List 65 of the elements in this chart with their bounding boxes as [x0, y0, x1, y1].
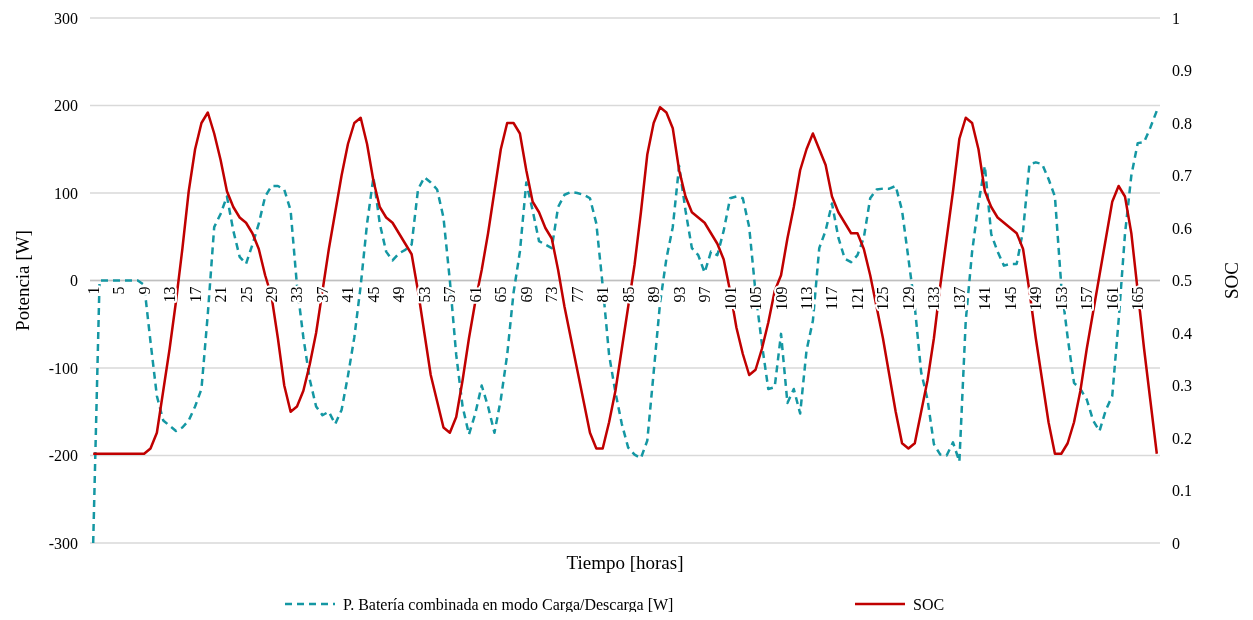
x-tick-label: 9	[135, 286, 153, 295]
x-tick-label: 153	[1052, 286, 1070, 311]
x-tick-label: 53	[415, 286, 433, 303]
y-tick-label: -200	[48, 447, 78, 464]
x-tick-label: 25	[237, 286, 255, 303]
x-tick-label: 105	[747, 286, 765, 311]
x-tick-label: 141	[976, 286, 994, 311]
x-tick-label: 157	[1078, 286, 1096, 311]
x-tick-label: 77	[568, 286, 586, 303]
x-tick-label: 145	[1001, 286, 1019, 311]
y2-tick-label: 0	[1172, 534, 1180, 552]
y2-tick-label: 0.5	[1172, 272, 1192, 289]
x-tick-label: 37	[313, 286, 331, 303]
x-tick-label: 29	[263, 286, 281, 303]
x-tick-label: 137	[950, 286, 968, 311]
y2-tick-label: 0.3	[1172, 377, 1192, 394]
x-tick-label: 101	[721, 286, 739, 311]
legend-label: P. Batería combinada en modo Carga/Descarga [W]	[343, 595, 674, 614]
y2-tick-label: 0.7	[1172, 167, 1192, 184]
x-tick-label: 1	[84, 286, 102, 295]
x-tick-label: 113	[798, 286, 816, 310]
x-axis-title: Tiempo [horas]	[566, 552, 684, 573]
x-tick-label: 61	[466, 286, 484, 303]
x-tick-label: 85	[619, 286, 637, 303]
x-tick-label: 81	[594, 286, 612, 303]
x-tick-label: 45	[364, 286, 382, 303]
x-tick-label: 129	[899, 286, 917, 311]
y2-tick-label: 0.1	[1172, 482, 1192, 499]
x-tick-label: 5	[110, 286, 128, 295]
x-tick-label: 57	[441, 286, 459, 303]
x-tick-label: 117	[823, 286, 841, 310]
y-tick-label: -100	[48, 359, 78, 377]
y2-tick-label: 0.8	[1172, 114, 1192, 132]
y-tick-label: 100	[54, 184, 78, 202]
y-tick-label: -300	[48, 534, 78, 552]
x-tick-label: 125	[874, 286, 892, 311]
x-tick-label: 49	[390, 286, 408, 303]
y-tick-label: 200	[54, 97, 78, 114]
x-tick-label: 73	[543, 286, 561, 303]
x-tick-label: 121	[848, 286, 866, 311]
x-tick-label: 17	[186, 286, 204, 303]
x-tick-label: 33	[288, 286, 306, 303]
y2-tick-label: 0.9	[1172, 62, 1192, 79]
y2-tick-label: 1	[1172, 9, 1180, 27]
x-tick-label: 65	[492, 286, 510, 303]
x-tick-label: 69	[517, 286, 535, 303]
x-tick-label: 165	[1129, 286, 1147, 311]
y-tick-label: 0	[70, 272, 78, 289]
y2-tick-label: 0.6	[1172, 219, 1192, 237]
y2-tick-label: 0.4	[1172, 324, 1192, 342]
x-tick-label: 133	[925, 286, 943, 311]
y2-axis-title: SOC	[1220, 262, 1242, 299]
legend-label: SOC	[913, 595, 945, 613]
y-tick-label: 300	[54, 9, 78, 27]
x-tick-label: 149	[1027, 286, 1045, 311]
x-tick-label: 41	[339, 286, 357, 303]
y2-tick-label: 0.2	[1172, 429, 1192, 447]
x-tick-label: 21	[212, 286, 230, 303]
x-tick-label: 89	[645, 286, 663, 303]
x-tick-label: 93	[670, 286, 688, 303]
y-axis-title: Potencia [W]	[11, 230, 33, 331]
x-tick-label: 161	[1103, 286, 1121, 311]
x-tick-label: 97	[696, 286, 714, 303]
x-tick-label: 109	[772, 286, 790, 311]
x-tick-label: 13	[161, 286, 179, 303]
